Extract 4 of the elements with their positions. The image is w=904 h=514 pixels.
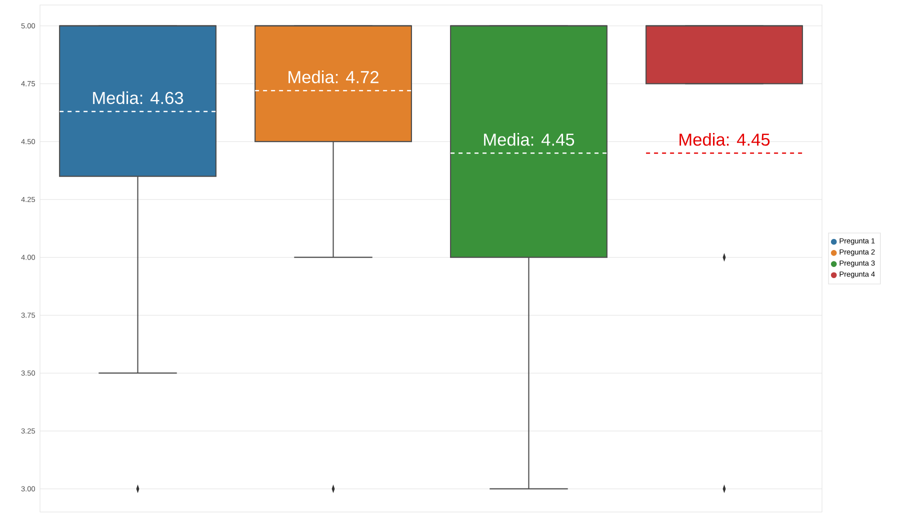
annotation: Media: 4.45 — [484, 133, 574, 146]
annotation: Media: 4.63 — [93, 91, 184, 104]
annotation: Media: 4.72 — [288, 70, 378, 84]
annotation: Media: 4.45 — [680, 133, 770, 146]
